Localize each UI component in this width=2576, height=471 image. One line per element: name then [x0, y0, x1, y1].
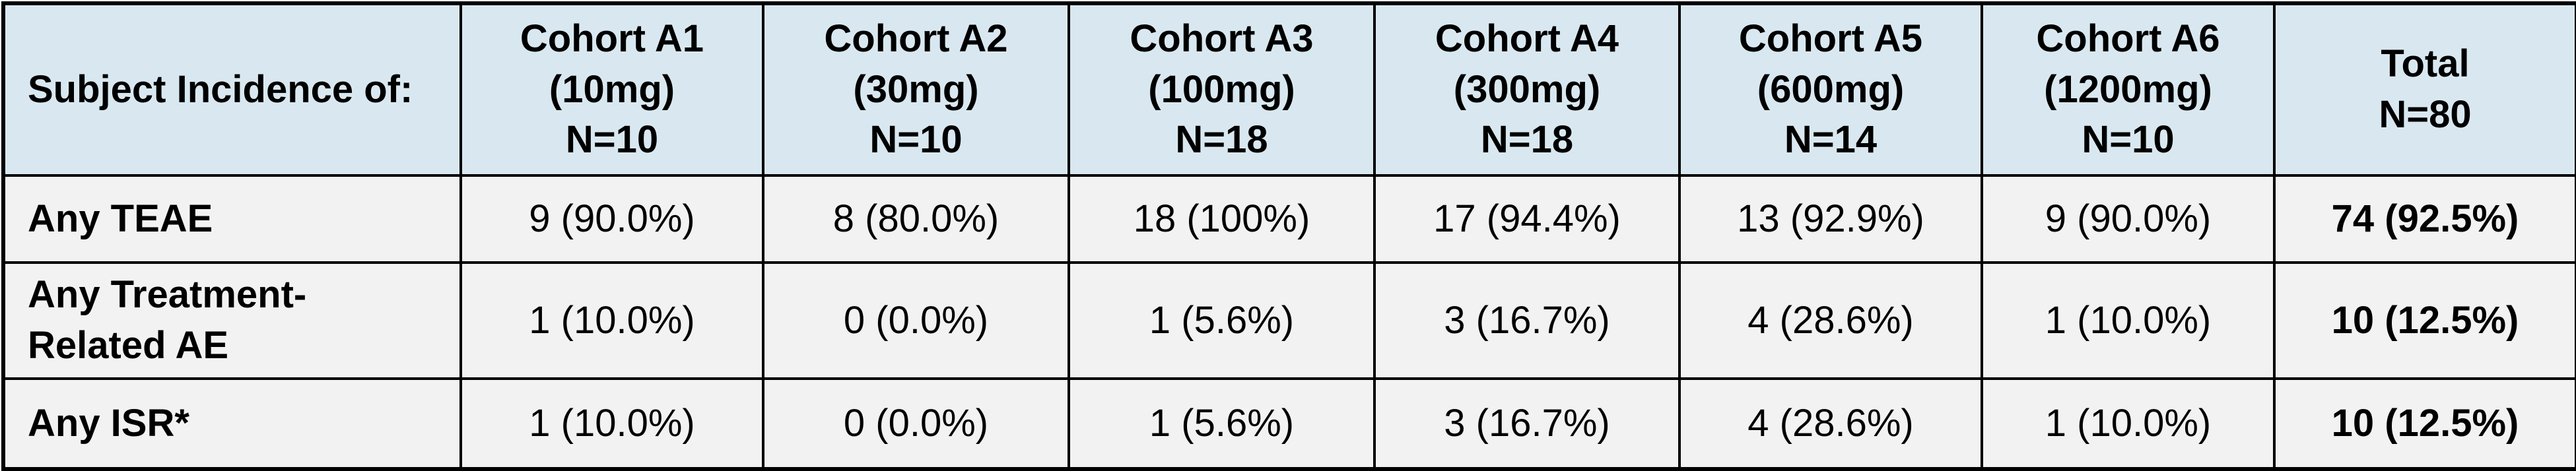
row-label-any-treatment-related-ae: Any Treatment-Related AE — [2, 261, 462, 380]
column-header-total: Total N=80 — [2273, 2, 2576, 177]
cell-related-cohort-a2: 0 (0.0%) — [762, 261, 1070, 380]
column-header-cohort-a6: Cohort A6 (1200mg) N=10 — [1981, 2, 2276, 177]
corner-header-subject-incidence: Subject Incidence of: — [2, 2, 462, 177]
cell-teae-cohort-a3: 18 (100%) — [1068, 174, 1376, 264]
column-header-cohort-a1: Cohort A1 (10mg) N=10 — [459, 2, 764, 177]
cell-teae-total: 74 (92.5%) — [2273, 174, 2576, 264]
cell-related-cohort-a4: 3 (16.7%) — [1373, 261, 1681, 380]
table-row-any-treatment-related-ae: Any Treatment-Related AE 1 (10.0%) 0 (0.… — [2, 261, 2576, 380]
row-label-any-isr: Any ISR* — [2, 377, 462, 470]
cell-related-cohort-a5: 4 (28.6%) — [1678, 261, 1983, 380]
table-row-any-teae: Any TEAE 9 (90.0%) 8 (80.0%) 18 (100%) 1… — [2, 174, 2576, 264]
cell-isr-cohort-a3: 1 (5.6%) — [1068, 377, 1376, 470]
cell-related-cohort-a1: 1 (10.0%) — [459, 261, 764, 380]
cell-isr-cohort-a5: 4 (28.6%) — [1678, 377, 1983, 470]
cell-isr-cohort-a4: 3 (16.7%) — [1373, 377, 1681, 470]
cell-related-cohort-a3: 1 (5.6%) — [1068, 261, 1376, 380]
cell-related-total: 10 (12.5%) — [2273, 261, 2576, 380]
cell-isr-cohort-a2: 0 (0.0%) — [762, 377, 1070, 470]
row-label-any-teae: Any TEAE — [2, 174, 462, 264]
cell-teae-cohort-a5: 13 (92.9%) — [1678, 174, 1983, 264]
cell-isr-total: 10 (12.5%) — [2273, 377, 2576, 470]
header-row: Subject Incidence of: Cohort A1 (10mg) N… — [2, 2, 2576, 177]
cell-teae-cohort-a1: 9 (90.0%) — [459, 174, 764, 264]
column-header-cohort-a3: Cohort A3 (100mg) N=18 — [1068, 2, 1376, 177]
table-row-any-isr: Any ISR* 1 (10.0%) 0 (0.0%) 1 (5.6%) 3 (… — [2, 377, 2576, 470]
cell-isr-cohort-a1: 1 (10.0%) — [459, 377, 764, 470]
cell-teae-cohort-a4: 17 (94.4%) — [1373, 174, 1681, 264]
column-header-cohort-a5: Cohort A5 (600mg) N=14 — [1678, 2, 1983, 177]
column-header-cohort-a2: Cohort A2 (30mg) N=10 — [762, 2, 1070, 177]
cell-isr-cohort-a6: 1 (10.0%) — [1981, 377, 2276, 470]
table-body: Any TEAE 9 (90.0%) 8 (80.0%) 18 (100%) 1… — [2, 174, 2576, 470]
table-header: Subject Incidence of: Cohort A1 (10mg) N… — [2, 2, 2576, 177]
cell-teae-cohort-a2: 8 (80.0%) — [762, 174, 1070, 264]
column-header-cohort-a4: Cohort A4 (300mg) N=18 — [1373, 2, 1681, 177]
cell-related-cohort-a6: 1 (10.0%) — [1981, 261, 2276, 380]
cell-teae-cohort-a6: 9 (90.0%) — [1981, 174, 2276, 264]
